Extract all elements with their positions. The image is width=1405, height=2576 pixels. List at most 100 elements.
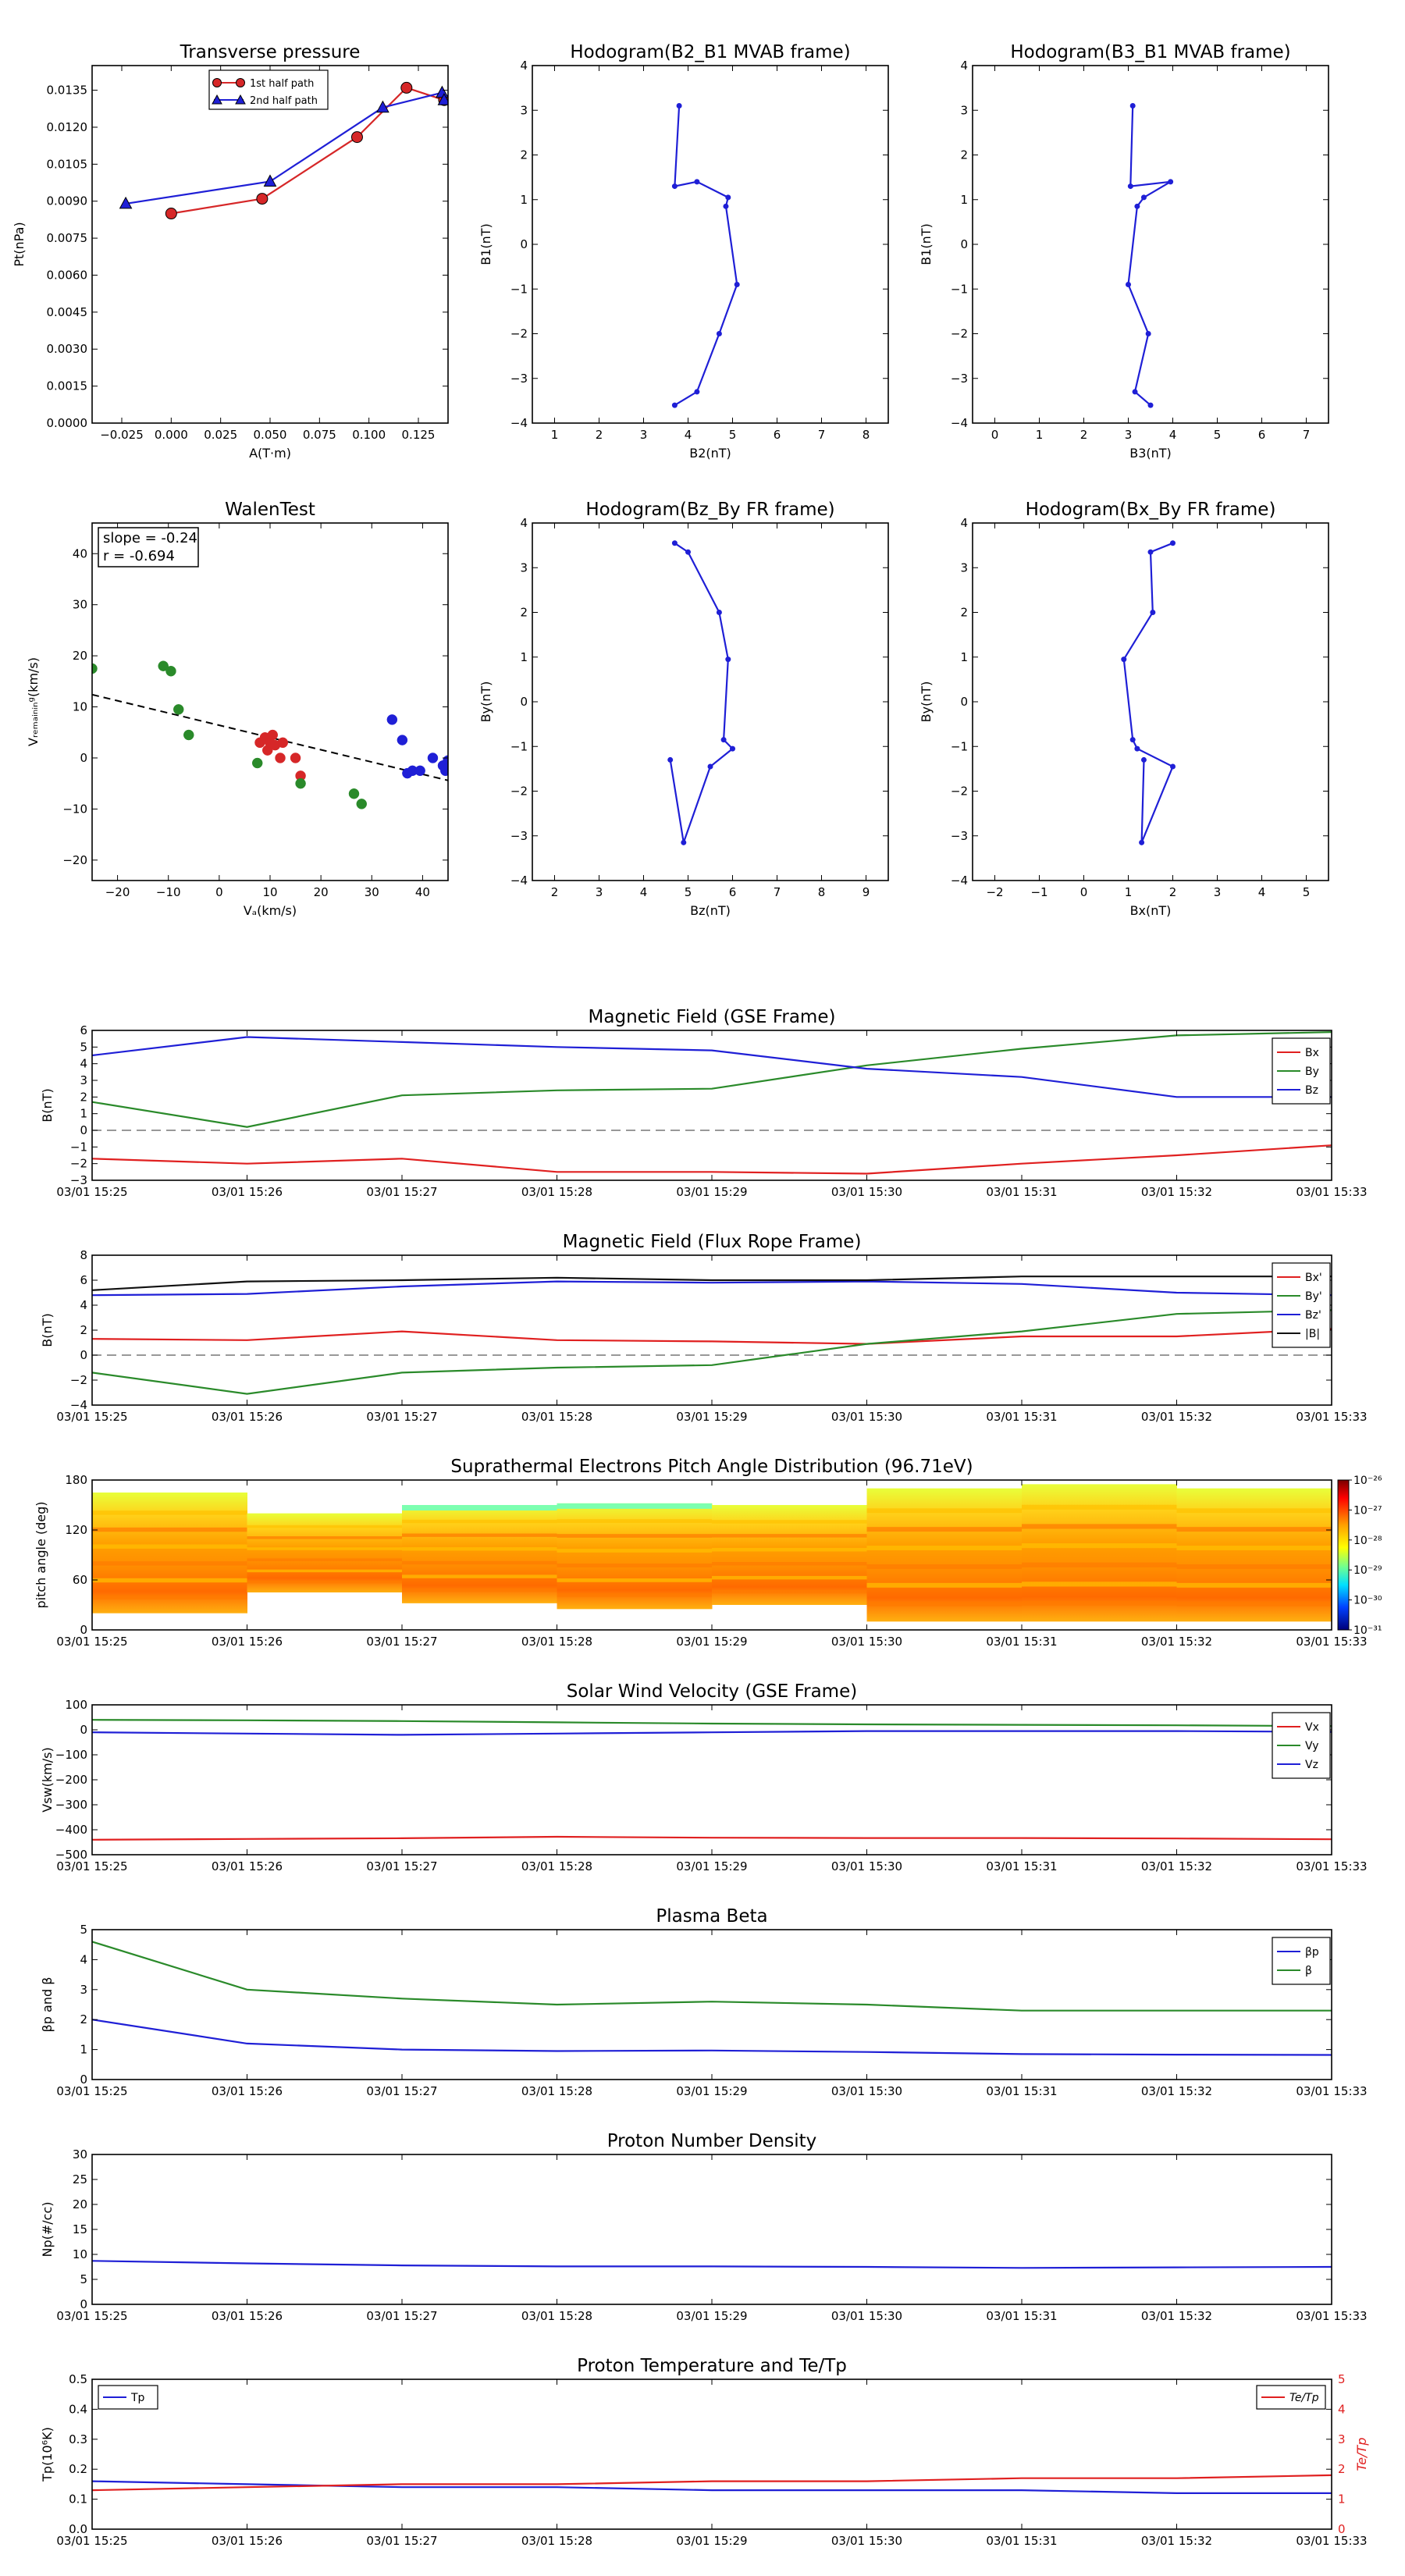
- data-point: [716, 610, 722, 615]
- time-tick-label: 03/01 15:27: [366, 2084, 437, 2098]
- plot-area: [1121, 540, 1176, 845]
- data-point: [1139, 839, 1145, 845]
- time-tick-label: 03/01 15:26: [212, 1410, 283, 1424]
- data-point: [725, 656, 731, 663]
- time-tick-label: 03/01 15:28: [521, 1635, 592, 1649]
- x-tick-label: 4: [640, 885, 648, 899]
- plot-frame: [972, 522, 1329, 881]
- y-tick-label: 5: [80, 1923, 87, 1937]
- x-tick-label: 30: [365, 885, 379, 899]
- y-tick-label: −1: [951, 282, 968, 296]
- heatmap-band: [1176, 1508, 1332, 1514]
- legend-box: [208, 69, 329, 110]
- chart-title: Hodogram(B2_B1 MVAB frame): [570, 42, 850, 62]
- y-tick-label: 5: [80, 1040, 87, 1054]
- x-tick-label: −0.025: [100, 428, 144, 442]
- time-tick-label: 03/01 15:31: [986, 1185, 1057, 1199]
- x-tick-label: 5: [685, 885, 692, 899]
- time-tick-label: 03/01 15:30: [831, 1410, 902, 1424]
- series-line-Vy: [91, 1719, 1332, 1727]
- series-line-Vz: [91, 1730, 1332, 1736]
- y-axis-label: pitch angle (deg): [34, 1501, 48, 1608]
- time-tick-label: 03/01 15:28: [521, 1859, 592, 1873]
- time-tick-label: 03/01 15:26: [212, 1635, 283, 1649]
- chart-title: Proton Number Density: [607, 2131, 817, 2151]
- data-point: [1170, 763, 1176, 770]
- time-tick-label: 03/01 15:33: [1296, 2309, 1367, 2323]
- heatmap-band: [1176, 1601, 1332, 1606]
- y-tick-label: 0: [520, 237, 528, 251]
- plot-frame: [91, 2154, 1332, 2305]
- time-tick-label: 03/01 15:31: [986, 2534, 1057, 2548]
- data-point: [723, 203, 729, 209]
- y-tick-label: 2: [80, 1090, 87, 1104]
- plot-frame: [91, 522, 449, 881]
- y-tick-label: −3: [951, 372, 968, 386]
- y-tick-label: 0: [960, 695, 968, 709]
- y-tick-label: 0.0090: [47, 194, 88, 208]
- time-tick-label: 03/01 15:31: [986, 1635, 1057, 1649]
- data-point: [1147, 549, 1154, 555]
- y-tick-label: 0.4: [69, 2402, 87, 2416]
- time-tick-label: 03/01 15:26: [212, 2534, 283, 2548]
- x-tick-label: 6: [774, 428, 781, 442]
- chart-pad: 0 60 120 180 03/01 15:25 03/01 15:26 03/01 15:…: [34, 1457, 1382, 1649]
- y-tick-label: 0.0030: [47, 342, 88, 356]
- time-tick-label: 03/01 15:26: [212, 1859, 283, 1873]
- data-point: [1134, 203, 1140, 209]
- data-point: [1129, 737, 1136, 743]
- annotation-box: [98, 527, 199, 568]
- legend-label: By': [1305, 1290, 1322, 1303]
- y-tick-label: 0: [80, 2297, 87, 2311]
- series-line-|B|: [91, 1276, 1332, 1291]
- y-tick-label: 4: [960, 516, 968, 530]
- chart-h4: −4 −3 −2 −1 0 1 2 3 4 −2 −1 0 1 2 3 4 5 Hodogram(Bx_By FR…: [919, 500, 1329, 918]
- legend-label: βp: [1305, 1946, 1319, 1959]
- chart-title: Plasma Beta: [656, 1906, 767, 1927]
- colorbar-label: 10⁻²⁹: [1353, 1564, 1382, 1577]
- legend-label: Bx': [1305, 1272, 1322, 1284]
- time-tick-label: 03/01 15:29: [676, 2309, 747, 2323]
- data-point: [263, 174, 277, 187]
- time-tick-label: 03/01 15:27: [366, 1410, 437, 1424]
- x-tick-label: 2: [551, 885, 559, 899]
- series-line-0: [674, 105, 738, 407]
- data-point: [1132, 389, 1138, 395]
- y-tick-label: 0.5: [69, 2372, 87, 2386]
- x-tick-label: 1: [1036, 428, 1044, 442]
- y-tick-label: 0.0000: [47, 416, 88, 430]
- x-axis-label: Bx(nT): [1130, 903, 1172, 918]
- chart-title: Hodogram(B3_B1 MVAB frame): [1010, 42, 1290, 62]
- data-point: [671, 540, 678, 546]
- x-tick-label: 40: [415, 885, 430, 899]
- data-point: [685, 549, 691, 555]
- y-tick-label: 0: [80, 1623, 87, 1637]
- y-tick-label: −1: [510, 282, 528, 296]
- time-tick-label: 03/01 15:25: [56, 1859, 127, 1873]
- data-point: [1150, 610, 1156, 615]
- plot-frame: [972, 65, 1329, 424]
- y-axis-label: Pt(nPa): [12, 222, 27, 266]
- legend-label: |B|: [1305, 1328, 1320, 1340]
- y-tick-label: −100: [55, 1748, 87, 1762]
- x-tick-label: 0.000: [155, 428, 188, 442]
- y-tick-label: −3: [951, 829, 968, 843]
- legend-box: [1272, 1937, 1331, 1985]
- data-point: [414, 765, 425, 777]
- legend-label: By: [1305, 1066, 1319, 1078]
- heatmap-band: [866, 1527, 1023, 1532]
- y-axis-label: By(nT): [919, 681, 934, 723]
- time-tick-label: 03/01 15:25: [56, 2534, 127, 2548]
- time-tick-label: 03/01 15:27: [366, 1635, 437, 1649]
- x-axis-label: Bz(nT): [690, 903, 731, 918]
- data-point: [397, 735, 408, 745]
- y-tick-label: −2: [70, 1157, 87, 1171]
- regression-line: [92, 693, 448, 781]
- data-point: [437, 93, 448, 105]
- time-tick-label: 03/01 15:33: [1296, 1410, 1367, 1424]
- y-tick-label: 3: [80, 1073, 87, 1087]
- time-tick-label: 03/01 15:33: [1296, 2534, 1367, 2548]
- legend-label: Vy: [1305, 1740, 1319, 1752]
- y-tick-label: 3: [520, 103, 528, 117]
